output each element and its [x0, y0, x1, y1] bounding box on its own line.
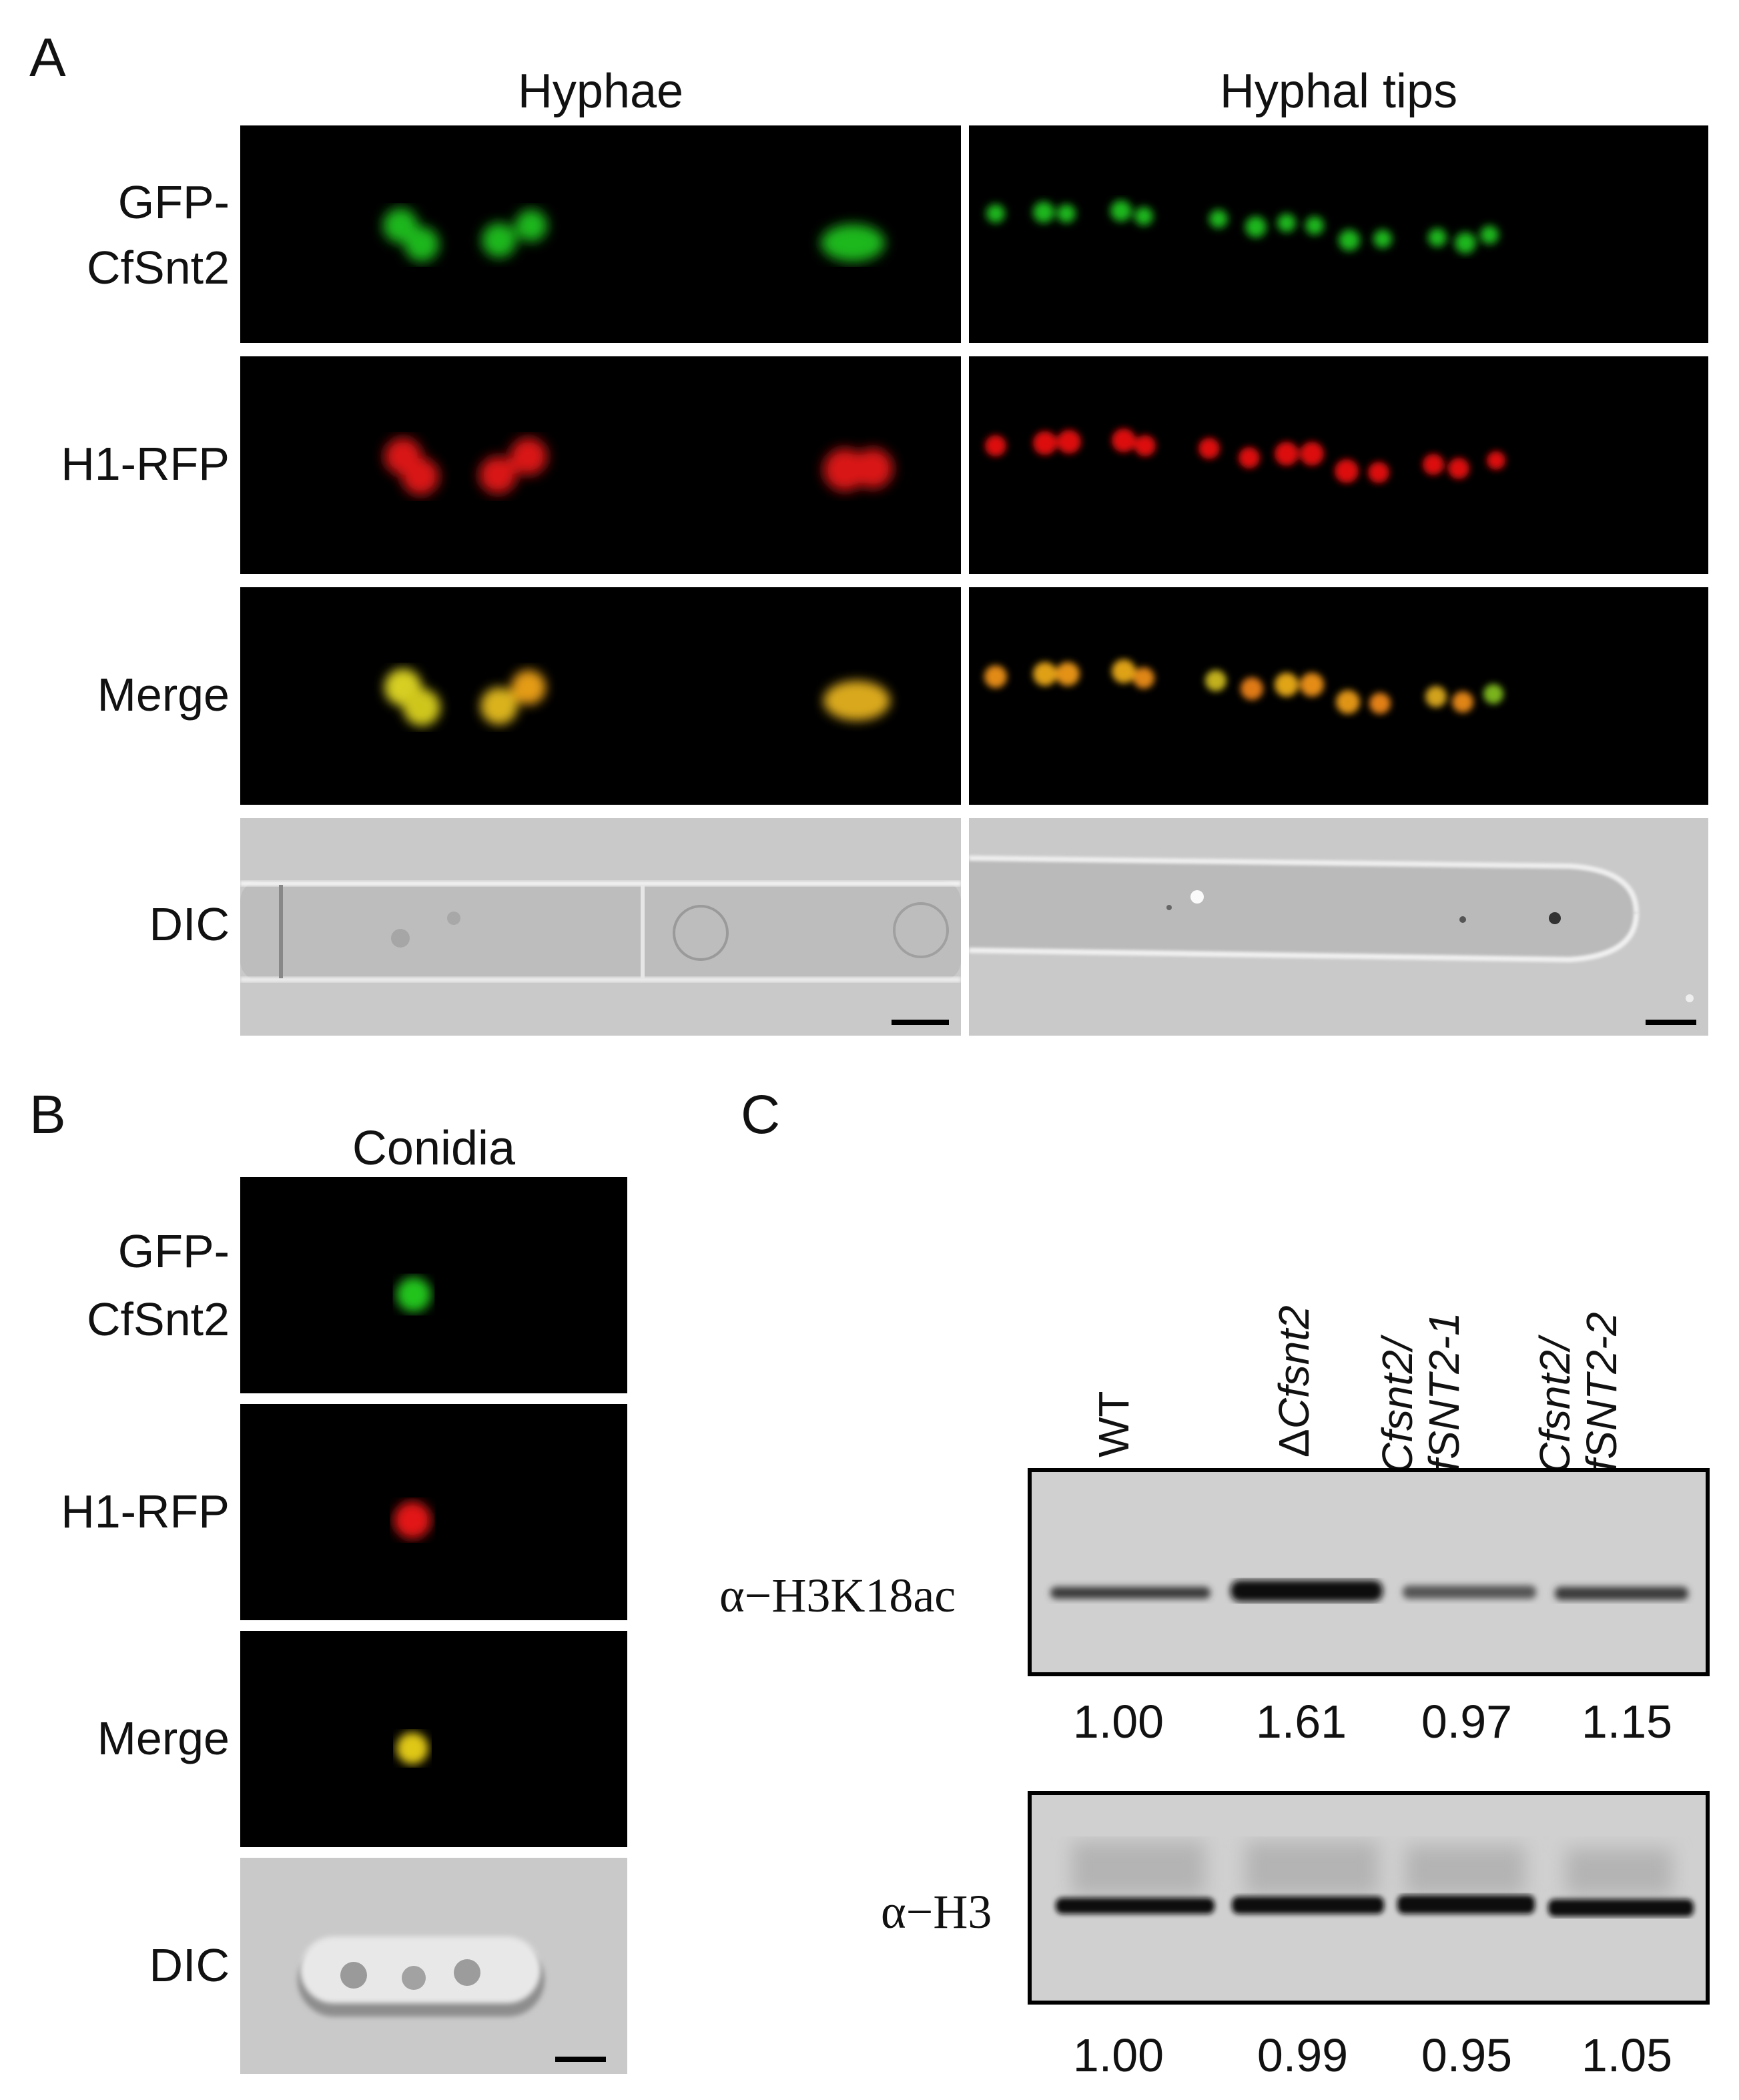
- blot-h3: [1028, 1791, 1710, 2005]
- label-rfp-a: H1-RFP: [61, 438, 230, 490]
- quant-h3-wt: 1.00: [1072, 2029, 1164, 2081]
- hyphae-merge-image: [240, 587, 961, 805]
- hyphae-gfp-image: [240, 125, 961, 343]
- hyphae-rfp-image: [240, 356, 961, 574]
- lane-label-cfsnt2: ΔCfsnt2: [1270, 1305, 1318, 1457]
- label-gfp-b-2: CfSnt2: [87, 1293, 230, 1345]
- quant-h3-comp2: 1.05: [1581, 2029, 1673, 2081]
- lane-label-wt: WT: [1090, 1391, 1138, 1458]
- hyphae-scale-bar: [892, 1020, 949, 1025]
- conidia-dic-image: [240, 1858, 627, 2074]
- panel-b-letter: B: [29, 1084, 66, 1145]
- quant-h3k18ac-comp2: 1.15: [1581, 1696, 1673, 1748]
- hyphae-title: Hyphae: [517, 65, 684, 118]
- tips-scale-bar: [1646, 1020, 1696, 1025]
- quant-h3-comp1: 0.95: [1421, 2029, 1513, 2081]
- antibody-h3-label: α−H3: [881, 1885, 992, 1939]
- label-gfp-a-1: GFP-: [117, 176, 230, 228]
- label-gfp-b-1: GFP-: [117, 1225, 230, 1277]
- conidia-rfp-image: [240, 1404, 627, 1620]
- tips-merge-image: [969, 587, 1708, 805]
- panel-c-letter: C: [741, 1084, 781, 1145]
- label-rfp-b: H1-RFP: [61, 1485, 230, 1537]
- conidia-scale-bar: [555, 2057, 606, 2062]
- tips-rfp-image: [969, 356, 1708, 574]
- conidia-title: Conidia: [352, 1122, 516, 1175]
- label-gfp-a-2: CfSnt2: [87, 242, 230, 294]
- conidia-merge-image: [240, 1631, 627, 1847]
- blot-h3k18ac: [1028, 1468, 1710, 1676]
- quant-h3-cfsnt2: 0.99: [1257, 2029, 1349, 2081]
- label-merge-b: Merge: [97, 1712, 230, 1764]
- label-dic-a: DIC: [149, 898, 230, 950]
- quant-h3k18ac-wt: 1.00: [1072, 1696, 1164, 1748]
- panel-a-letter: A: [29, 27, 66, 88]
- label-dic-b: DIC: [149, 1939, 230, 1991]
- hyphal-tips-title: Hyphal tips: [1219, 65, 1458, 118]
- quant-h3k18ac-cfsnt2: 1.61: [1255, 1696, 1347, 1748]
- quant-h3k18ac-comp1: 0.97: [1421, 1696, 1513, 1748]
- conidia-gfp-image: [240, 1177, 627, 1393]
- antibody-h3k18ac-label: α−H3K18ac: [719, 1569, 956, 1622]
- hyphae-dic-image: [240, 818, 961, 1036]
- tips-dic-image: [969, 818, 1708, 1036]
- tips-gfp-image: [969, 125, 1708, 343]
- label-merge-a: Merge: [97, 669, 230, 721]
